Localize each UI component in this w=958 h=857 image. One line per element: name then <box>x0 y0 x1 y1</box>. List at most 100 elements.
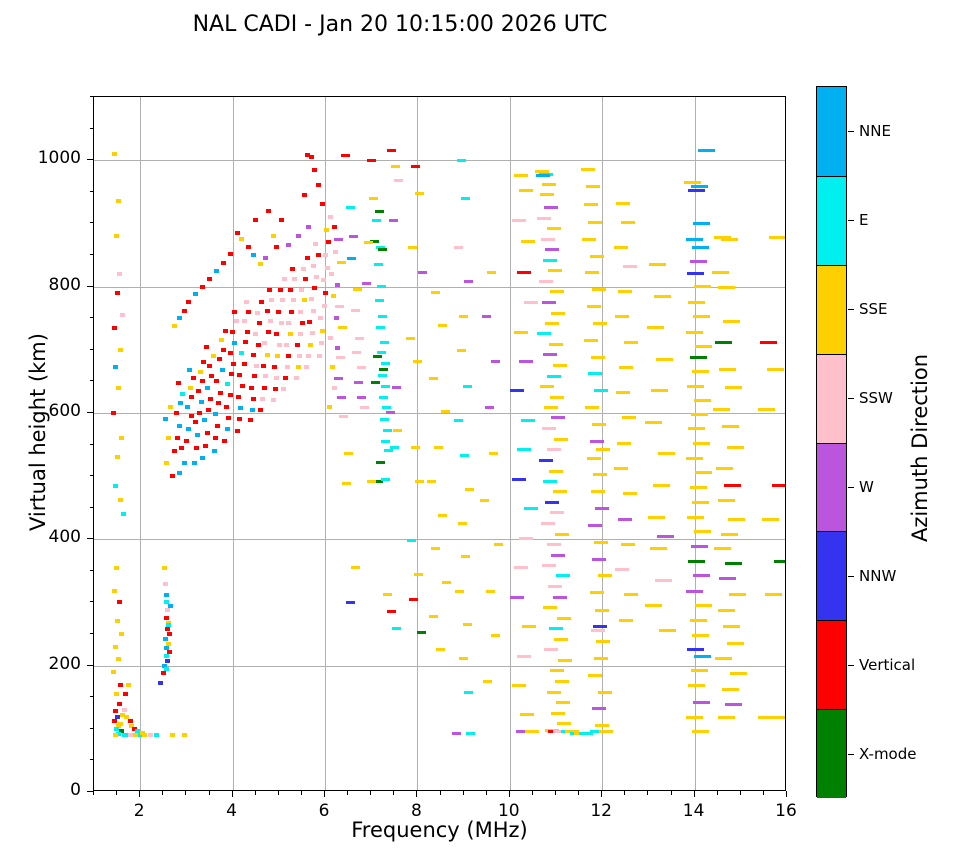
data-point <box>614 315 629 319</box>
data-point <box>121 733 127 738</box>
data-point <box>394 178 404 182</box>
data-point <box>304 256 310 261</box>
data-point <box>380 477 390 481</box>
data-point <box>693 574 711 578</box>
data-point <box>207 276 212 281</box>
x-tick-major <box>693 791 695 797</box>
data-point <box>285 243 291 248</box>
data-point <box>120 512 126 516</box>
data-point <box>189 395 195 400</box>
data-point <box>455 589 465 593</box>
data-point <box>295 234 301 238</box>
data-point <box>484 406 494 410</box>
colorbar-tick <box>848 486 854 488</box>
colorbar-tick <box>848 398 854 400</box>
data-point <box>277 342 283 347</box>
data-point <box>538 172 553 176</box>
data-point <box>234 230 240 235</box>
data-point <box>711 271 729 275</box>
data-point <box>298 331 304 336</box>
data-point <box>766 368 784 372</box>
grid-line-vertical <box>140 97 142 790</box>
data-point <box>380 439 390 443</box>
data-point <box>163 581 169 586</box>
data-point <box>291 298 297 303</box>
data-point <box>596 640 611 644</box>
data-point <box>194 445 200 450</box>
data-point <box>118 347 124 352</box>
data-point <box>230 330 236 335</box>
data-point <box>111 669 117 674</box>
data-point <box>207 397 213 401</box>
data-point <box>431 547 441 551</box>
data-point <box>223 404 229 409</box>
data-point <box>328 336 334 341</box>
data-point <box>551 711 566 715</box>
data-point <box>202 418 208 423</box>
data-point <box>349 234 359 238</box>
data-point <box>375 210 385 214</box>
data-point <box>173 410 179 415</box>
x-tick-minor <box>116 791 118 795</box>
data-point <box>539 384 554 388</box>
data-point <box>535 170 550 174</box>
data-point <box>377 248 387 252</box>
data-point <box>623 340 638 344</box>
data-point <box>120 312 126 317</box>
data-point <box>456 349 466 353</box>
data-point <box>323 290 329 295</box>
x-tick-label: 14 <box>682 801 705 821</box>
data-point <box>549 669 564 673</box>
data-point <box>722 688 740 692</box>
data-point <box>546 374 561 378</box>
data-point <box>275 354 281 359</box>
data-point <box>509 595 524 599</box>
data-point <box>426 479 436 483</box>
data-point <box>466 732 476 736</box>
data-point <box>333 316 339 321</box>
data-point <box>545 501 560 505</box>
data-point <box>523 300 538 304</box>
data-point <box>459 315 469 319</box>
data-point <box>232 341 238 346</box>
data-point <box>186 367 192 372</box>
y-tick-minor <box>89 348 93 350</box>
y-tick-minor <box>89 569 93 571</box>
data-point <box>549 511 564 515</box>
data-point <box>181 733 187 738</box>
x-tick-label: 4 <box>226 801 237 821</box>
data-point <box>213 268 219 273</box>
data-point <box>729 671 747 675</box>
data-point <box>186 426 192 431</box>
y-axis-label: Virtual height (km) <box>26 333 50 531</box>
data-point <box>300 321 306 326</box>
data-point <box>376 351 386 355</box>
data-point <box>690 669 708 673</box>
data-point <box>164 666 170 671</box>
data-point <box>122 692 128 697</box>
colorbar-label-vertical: Vertical <box>859 655 916 674</box>
data-point <box>537 216 552 220</box>
data-point <box>546 448 561 452</box>
data-point <box>165 641 171 646</box>
data-point <box>252 374 258 379</box>
data-point <box>161 565 167 570</box>
data-point <box>646 326 664 330</box>
data-point <box>589 591 604 595</box>
data-point <box>326 240 332 245</box>
data-point <box>769 715 785 719</box>
data-point <box>429 614 439 618</box>
data-point <box>597 574 612 578</box>
data-point <box>357 395 367 399</box>
data-point <box>483 679 493 683</box>
colorbar-segment-e <box>817 175 846 265</box>
data-point <box>509 389 524 393</box>
data-point <box>693 221 711 225</box>
data-point <box>332 249 338 254</box>
y-tick-major <box>87 159 93 161</box>
colorbar-label-nnw: NNW <box>859 566 897 585</box>
data-point <box>619 365 634 369</box>
data-point <box>192 461 198 466</box>
data-point <box>583 338 598 342</box>
data-point <box>613 467 628 470</box>
